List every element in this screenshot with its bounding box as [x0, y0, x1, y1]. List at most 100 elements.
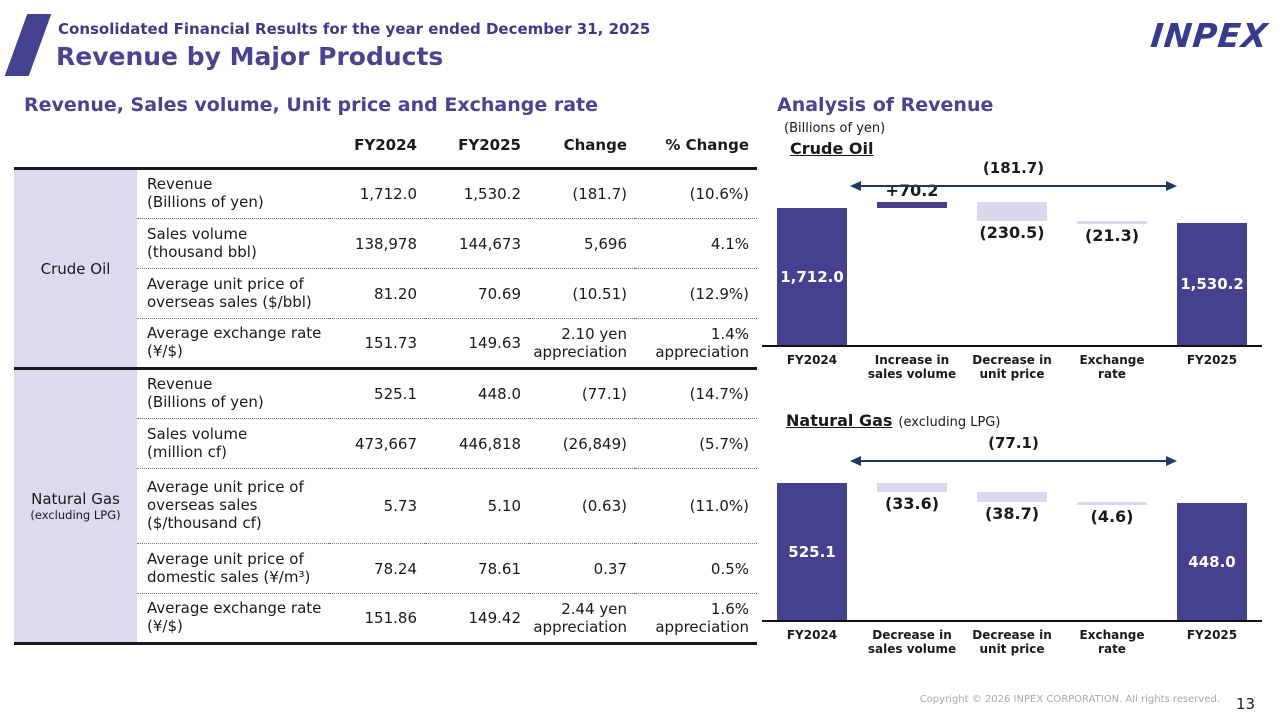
axis-label: Increase in sales volume: [867, 353, 957, 382]
cell-fy2024: 151.86: [364, 609, 418, 627]
step-value-label: (21.3): [1084, 225, 1140, 245]
row-item-label: Average unit price of overseas sales ($/…: [137, 268, 329, 319]
cell-pct-change: 1.4% appreciation: [655, 325, 749, 361]
bar-value-label: 448.0: [1188, 552, 1236, 571]
chart-baseline: [762, 345, 1262, 347]
cell-fy2025: 149.42: [468, 609, 522, 627]
page-title: Revenue by Major Products: [56, 42, 444, 71]
total-change-label: (77.1): [988, 434, 1039, 452]
cell-pct-change: (12.9%): [635, 268, 757, 319]
col-header-fy2024: FY2024: [329, 136, 425, 170]
product-label-crude-oil: Crude Oil: [14, 168, 137, 369]
cell-fy2025: 1,530.2: [425, 168, 529, 219]
waterfall-bar: [977, 202, 1047, 221]
cell-pct-change: 0.5%: [635, 543, 757, 594]
col-header-fy2025: FY2025: [425, 136, 529, 170]
waterfall-bar: [1077, 501, 1147, 505]
table-row: Crude Oil Revenue (Billions of yen) 1,71…: [14, 168, 757, 369]
axis-label: Decrease in sales volume: [867, 628, 957, 657]
cell-change: (181.7): [529, 168, 635, 219]
waterfall-bar: [1177, 503, 1247, 620]
table-row: Average exchange rate (¥/$) 151.86 149.4…: [14, 594, 757, 644]
axis-label: Decrease in unit price: [972, 628, 1052, 657]
table-row: Average unit price of domestic sales (¥/…: [14, 543, 757, 594]
bar-value-label: 525.1: [788, 542, 836, 561]
cell-fy2025: 448.0: [425, 367, 529, 419]
cell-pct-change: (10.6%): [635, 168, 757, 219]
arrow-head-left: [850, 181, 861, 191]
product-label-natural-gas: Natural Gas (excluding LPG): [14, 367, 137, 644]
natural-gas-chart-title: Natural Gas (excluding LPG): [786, 411, 1001, 430]
cell-fy2024: 81.20: [329, 268, 425, 319]
arrow-head-left: [850, 456, 861, 466]
cell-fy2024: 78.24: [329, 543, 425, 594]
step-value-label: (33.6): [884, 493, 940, 513]
axis-label: Exchange rate: [1079, 628, 1145, 657]
waterfall-bar: [1077, 220, 1147, 224]
row-item-label: Revenue (Billions of yen): [137, 367, 329, 419]
waterfall-bar: [1177, 222, 1247, 345]
table-section-heading: Revenue, Sales volume, Unit price and Ex…: [24, 94, 598, 116]
col-header-change: Change: [529, 136, 635, 170]
axis-label: Decrease in unit price: [972, 353, 1052, 382]
waterfall-bar: [977, 491, 1047, 502]
step-value-label: (38.7): [984, 503, 1040, 523]
axis-label: FY2024: [786, 628, 838, 642]
waterfall-bar: [777, 208, 847, 345]
cell-fy2024: 151.73: [364, 334, 418, 352]
cell-fy2025: 446,818: [425, 418, 529, 469]
waterfall-bar: [877, 202, 947, 208]
cell-fy2025: 78.61: [425, 543, 529, 594]
axis-label: Exchange rate: [1079, 353, 1145, 382]
table-header-row: FY2024 FY2025 Change % Change: [14, 136, 757, 170]
cell-change: (10.51): [529, 268, 635, 319]
cell-change: (0.63): [529, 468, 635, 544]
table-row: Natural Gas (excluding LPG) Revenue (Bil…: [14, 367, 757, 644]
row-item-label: Revenue (Billions of yen): [137, 168, 329, 219]
financial-results-table: FY2024 FY2025 Change % Change Crude Oil …: [14, 136, 757, 645]
row-item-label: Average unit price of overseas sales ($/…: [137, 468, 329, 544]
cell-change: 5,696: [529, 218, 635, 269]
waterfall-bar: [777, 483, 847, 620]
cell-change: 0.37: [529, 543, 635, 594]
cell-pct-change: (11.0%): [635, 468, 757, 544]
table-row: Average unit price of overseas sales ($/…: [14, 268, 757, 319]
cell-fy2024: 138,978: [329, 218, 425, 269]
table-row: Sales volume (million cf) 473,667 446,81…: [14, 418, 757, 469]
bar-value-label: 1,530.2: [1180, 274, 1244, 293]
cell-fy2024: 525.1: [329, 367, 425, 419]
cell-fy2025: 149.63: [468, 334, 522, 352]
cell-change: (26,849): [529, 418, 635, 469]
cell-fy2024: 1,712.0: [329, 168, 425, 219]
unit-note: (Billions of yen): [784, 121, 886, 136]
crude-oil-waterfall-chart: 1,712.0 FY2024 +70.2 Increase in sales volu…: [762, 157, 1262, 397]
axis-label: FY2024: [786, 353, 838, 367]
natural-gas-waterfall-chart: 525.1 FY2024 (33.6) Decrease in sales volum…: [762, 432, 1262, 672]
copyright-text: Copyright © 2026 INPEX CORPORATION. All …: [919, 694, 1220, 705]
row-item-label: Average exchange rate (¥/$): [147, 324, 322, 360]
row-item-label: Average exchange rate (¥/$): [147, 599, 322, 635]
cell-fy2024: 5.73: [329, 468, 425, 544]
cell-change: 2.44 yen appreciation: [533, 600, 627, 636]
step-value-label: (230.5): [979, 222, 1045, 242]
slide-subtitle: Consolidated Financial Results for the y…: [58, 20, 651, 38]
cell-fy2025: 70.69: [425, 268, 529, 319]
waterfall-bar: [877, 483, 947, 492]
title-slash-mark: [4, 14, 52, 76]
arrow-head-right: [1166, 181, 1177, 191]
page-number: 13: [1236, 695, 1256, 713]
change-arrow: [858, 460, 1169, 462]
cell-pct-change: (14.7%): [635, 367, 757, 419]
table-row: Average unit price of overseas sales ($/…: [14, 468, 757, 544]
cell-change: 2.10 yen appreciation: [533, 325, 627, 361]
cell-fy2024: 473,667: [329, 418, 425, 469]
crude-oil-chart-title: Crude Oil: [790, 139, 874, 158]
analysis-panel: Analysis of Revenue (Billions of yen) Cr…: [762, 0, 1268, 690]
axis-label: FY2025: [1186, 353, 1238, 367]
bar-value-label: 1,712.0: [780, 267, 844, 286]
total-change-label: (181.7): [982, 159, 1045, 177]
step-value-label: (4.6): [1090, 506, 1134, 526]
col-header-pct-change: % Change: [635, 136, 757, 170]
cell-pct-change: 4.1%: [635, 218, 757, 269]
cell-pct-change: (5.7%): [635, 418, 757, 469]
